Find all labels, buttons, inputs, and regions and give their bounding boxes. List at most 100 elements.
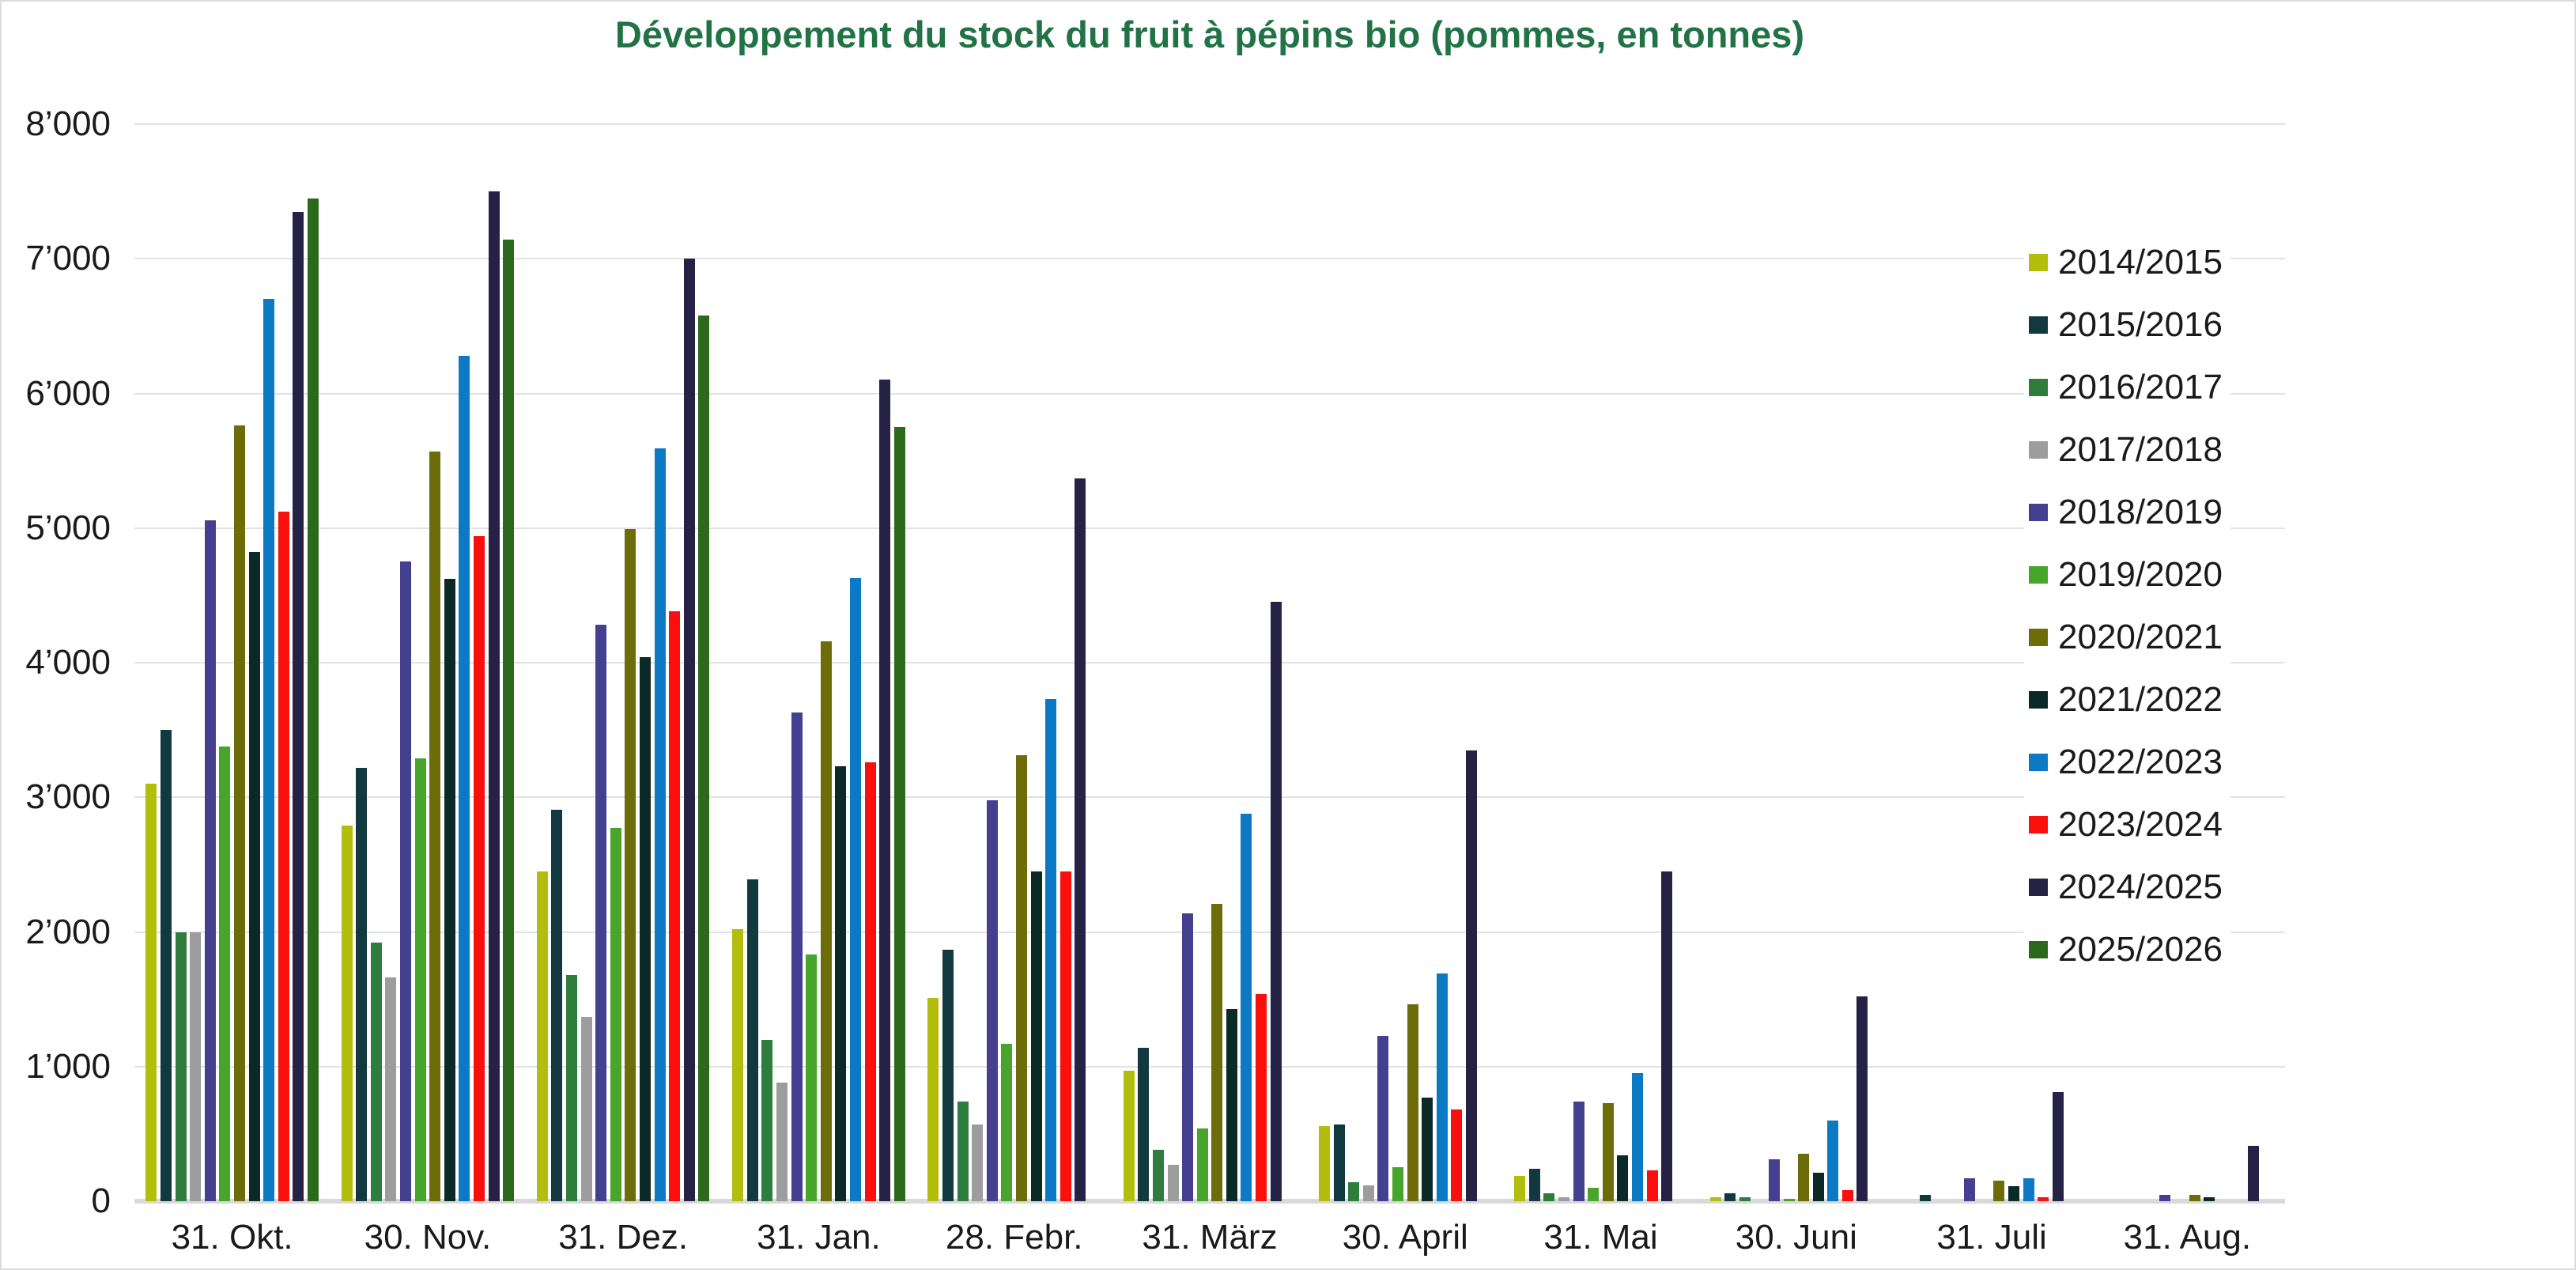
bar <box>307 198 319 1201</box>
bar <box>1661 871 1673 1201</box>
bar <box>1783 1198 1795 1201</box>
bar <box>761 1039 773 1201</box>
x-tick-label: 31. Mai <box>1543 1218 1658 1257</box>
bar <box>1152 1150 1164 1201</box>
bar <box>1465 750 1477 1201</box>
bar <box>1422 1097 1433 1201</box>
bar <box>160 730 172 1201</box>
bar <box>746 879 758 1201</box>
bar <box>1856 996 1868 1201</box>
x-tick-label: 31. Juli <box>1936 1218 2047 1257</box>
bar <box>459 355 470 1201</box>
bar <box>654 448 666 1201</box>
gridline <box>134 392 2285 395</box>
bar <box>566 974 578 1201</box>
legend-item: 2015/2016 <box>2024 293 2230 356</box>
x-tick-label: 31. Okt. <box>171 1218 293 1257</box>
bar <box>145 784 157 1201</box>
bar <box>204 520 216 1201</box>
gridline <box>134 1065 2285 1068</box>
bar <box>263 299 275 1201</box>
bar <box>1964 1178 1976 1201</box>
bar <box>669 611 681 1201</box>
bar <box>1059 871 1071 1201</box>
bar <box>2159 1194 2171 1201</box>
legend-swatch-icon <box>2029 878 2048 896</box>
bar <box>1333 1124 1345 1201</box>
bar-group <box>1894 124 2089 1201</box>
x-axis-line <box>134 1199 2285 1204</box>
x-tick-label: 31. Dez. <box>558 1218 689 1257</box>
gridline <box>134 123 2285 125</box>
legend-swatch-icon <box>2029 690 2048 709</box>
bar <box>2052 1092 2064 1201</box>
bar <box>1270 602 1282 1201</box>
bar <box>942 949 954 1201</box>
y-tick-label: 2’000 <box>25 912 111 951</box>
bar <box>2189 1194 2200 1201</box>
bar <box>444 579 455 1201</box>
gridline <box>134 258 2285 260</box>
bar <box>1182 913 1194 1201</box>
legend-label: 2016/2017 <box>2058 367 2223 406</box>
bar <box>473 535 485 1201</box>
legend-label: 2014/2015 <box>2058 242 2223 282</box>
legend-swatch-icon <box>2029 503 2048 521</box>
bar <box>1528 1169 1540 1201</box>
bar <box>1709 1196 1721 1201</box>
bar <box>1318 1125 1330 1201</box>
legend-item: 2022/2023 <box>2024 731 2230 793</box>
legend-item: 2025/2026 <box>2024 918 2230 981</box>
legend-swatch-icon <box>2029 565 2048 584</box>
bar <box>1167 1165 1179 1201</box>
bar <box>1798 1154 1810 1201</box>
bar <box>927 997 939 1201</box>
bar <box>1514 1175 1526 1201</box>
legend-swatch-icon <box>2029 378 2048 396</box>
gridline <box>134 796 2285 799</box>
bar <box>625 529 636 1201</box>
bar <box>175 932 187 1201</box>
bar <box>356 767 368 1201</box>
bar <box>1348 1182 1360 1201</box>
legend-swatch-icon <box>2029 815 2048 833</box>
y-tick-label: 0 <box>91 1181 111 1220</box>
chart-title: Développement du stock du fruit à pépins… <box>614 13 1805 55</box>
legend-item: 2019/2020 <box>2024 543 2230 606</box>
bar <box>972 1124 984 1201</box>
bar <box>806 954 818 1201</box>
bar <box>429 451 441 1201</box>
bar <box>776 1083 788 1201</box>
bar-group <box>526 124 721 1201</box>
bar-group <box>1112 124 1307 1201</box>
x-tick-label: 30. Juni <box>1735 1218 1857 1257</box>
legend-item: 2017/2018 <box>2024 418 2230 481</box>
bar <box>1256 993 1267 1201</box>
bar <box>2023 1178 2034 1201</box>
bar-group <box>1503 124 1698 1201</box>
legend-item: 2018/2019 <box>2024 481 2230 543</box>
bar <box>1768 1159 1780 1201</box>
bar-group <box>916 124 1112 1201</box>
bar <box>551 809 563 1201</box>
bar <box>536 871 548 1201</box>
legend-swatch-icon <box>2029 253 2048 271</box>
bar <box>1362 1185 1374 1201</box>
legend-label: 2019/2020 <box>2058 554 2223 594</box>
bar <box>2038 1196 2049 1201</box>
bar <box>1075 478 1086 1201</box>
bar <box>1001 1043 1013 1201</box>
bar <box>1827 1120 1839 1201</box>
legend-label: 2020/2021 <box>2058 617 2223 656</box>
bar <box>1841 1190 1853 1201</box>
bar <box>1392 1167 1403 1201</box>
gridline <box>134 662 2285 663</box>
bar-group <box>2090 124 2285 1201</box>
bar <box>879 380 891 1201</box>
bar <box>849 577 861 1201</box>
bar <box>1920 1194 1932 1201</box>
y-tick-label: 4’000 <box>25 643 111 682</box>
legend-item: 2024/2025 <box>2024 856 2230 918</box>
bar <box>400 561 411 1201</box>
